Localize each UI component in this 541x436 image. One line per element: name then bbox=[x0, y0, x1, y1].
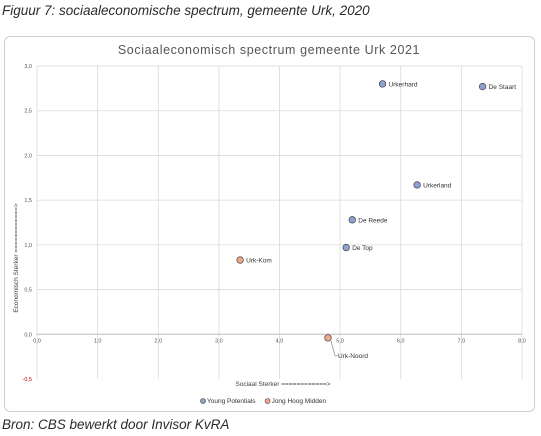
leader-line bbox=[330, 340, 338, 357]
x-tick-label: 6,0 bbox=[397, 338, 405, 344]
source-caption: Bron: CBS bewerkt door Invisor KvRA bbox=[2, 417, 230, 432]
data-point-label: De Top bbox=[352, 245, 373, 252]
legend-marker bbox=[200, 398, 206, 404]
x-tick-label: 7,0 bbox=[458, 338, 466, 344]
x-tick-label: 2,0 bbox=[154, 338, 162, 344]
data-point-label: Urkerland bbox=[423, 182, 452, 189]
data-point-urk-noord bbox=[324, 334, 332, 342]
x-tick-label: 4,0 bbox=[276, 338, 284, 344]
data-point-urkerland bbox=[413, 181, 421, 189]
legend-marker bbox=[264, 398, 271, 404]
data-point-label: De Staart bbox=[489, 84, 517, 91]
figure-caption: Figuur 7: sociaaleconomische spectrum, g… bbox=[2, 3, 370, 18]
x-tick-label: 0,0 bbox=[33, 338, 41, 344]
y-tick-label: 2,0 bbox=[24, 153, 32, 159]
chart-frame: Sociaaleconomisch spectrum gemeente Urk … bbox=[4, 36, 535, 412]
data-point-label: Urk-Noord bbox=[338, 353, 368, 360]
x-tick-label: 8,0 bbox=[518, 338, 526, 344]
y-tick-label: 1,5 bbox=[24, 198, 32, 204]
x-tick-label: 1,0 bbox=[94, 338, 102, 344]
data-points: Urkerhard De Staart Urkerland De Reede De To… bbox=[236, 80, 517, 360]
x-tick-label: 3,0 bbox=[215, 338, 223, 344]
grid-lines bbox=[36, 65, 523, 379]
data-point-label: Urkerhard bbox=[389, 81, 418, 88]
data-point-de-top bbox=[342, 243, 350, 252]
chart-title: Sociaaleconomisch spectrum gemeente Urk … bbox=[118, 43, 420, 57]
data-point-label: Urk-Kom bbox=[246, 258, 272, 265]
legend: Young Potentials Jong Hoog Midden bbox=[200, 398, 327, 405]
y-tick-label: 0,0 bbox=[24, 332, 32, 338]
data-point-urk-kom bbox=[236, 256, 244, 264]
y-tick-label: -0,5 bbox=[23, 377, 32, 383]
x-tick-label: 5,0 bbox=[336, 338, 344, 344]
y-tick-label: 2,5 bbox=[24, 109, 32, 115]
data-point-de-reede bbox=[348, 216, 356, 224]
scatter-chart: Sociaaleconomisch spectrum gemeente Urk … bbox=[13, 43, 526, 405]
legend-entry: Jong Hoog Midden bbox=[272, 398, 327, 405]
y-tick-label: 0,5 bbox=[24, 288, 32, 294]
y-axis-label: Economisch Sterker ============> bbox=[13, 203, 20, 313]
x-axis-label: Sociaal Sterker ============> bbox=[235, 381, 330, 388]
data-point-de-staart bbox=[478, 82, 487, 91]
data-point-urkerhard bbox=[378, 80, 387, 88]
y-tick-label: 1,0 bbox=[24, 243, 32, 249]
data-point-label: De Reede bbox=[358, 217, 388, 224]
legend-entry: Young Potentials bbox=[207, 398, 256, 405]
y-tick-label: 3,0 bbox=[24, 64, 32, 70]
tick-labels: 0,0 1,0 2,0 3,0 4,0 5,0 6,0 7,0 8,0 3,0 2,5 2,0 1,5 1… bbox=[23, 64, 526, 383]
